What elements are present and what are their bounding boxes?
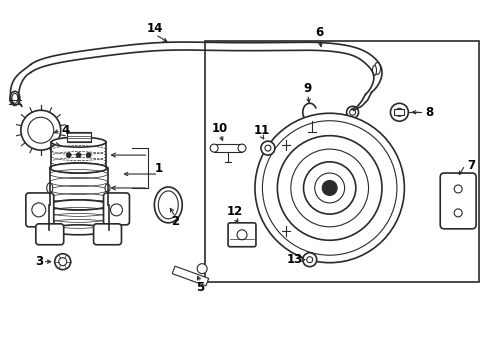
FancyBboxPatch shape [26, 193, 54, 227]
FancyBboxPatch shape [440, 173, 476, 229]
Circle shape [303, 253, 317, 267]
Ellipse shape [49, 200, 108, 210]
Circle shape [238, 144, 246, 152]
Circle shape [32, 203, 46, 217]
FancyBboxPatch shape [228, 223, 256, 247]
Circle shape [307, 257, 313, 263]
Circle shape [263, 121, 397, 255]
Circle shape [277, 136, 382, 240]
Circle shape [291, 149, 368, 227]
Text: 14: 14 [147, 22, 164, 35]
Ellipse shape [158, 191, 178, 219]
Text: 4: 4 [62, 124, 70, 137]
Circle shape [322, 180, 337, 195]
Circle shape [265, 145, 271, 151]
Text: 7: 7 [467, 158, 475, 172]
Circle shape [59, 258, 67, 266]
Circle shape [76, 153, 81, 158]
Bar [214, 144, 242, 152]
Text: 11: 11 [254, 124, 270, 137]
FancyBboxPatch shape [103, 193, 129, 225]
Ellipse shape [51, 137, 106, 147]
Text: 5: 5 [196, 281, 204, 294]
Ellipse shape [12, 93, 18, 103]
Ellipse shape [154, 187, 182, 223]
Circle shape [454, 209, 462, 217]
Ellipse shape [10, 91, 20, 105]
Circle shape [395, 108, 403, 116]
Ellipse shape [105, 184, 110, 192]
Circle shape [349, 109, 356, 115]
Ellipse shape [50, 200, 107, 210]
Bar [394, 109, 404, 115]
Circle shape [21, 110, 61, 150]
Text: 3: 3 [35, 255, 43, 268]
Circle shape [261, 141, 275, 155]
Circle shape [315, 173, 344, 203]
Circle shape [346, 106, 359, 118]
Text: 2: 2 [171, 215, 179, 228]
Text: 1: 1 [154, 162, 162, 175]
Text: 10: 10 [212, 122, 228, 135]
Ellipse shape [374, 62, 380, 75]
Circle shape [55, 254, 71, 270]
Bar [67, 132, 91, 142]
FancyBboxPatch shape [36, 224, 64, 245]
Ellipse shape [47, 183, 53, 193]
Circle shape [86, 153, 91, 158]
Circle shape [210, 144, 218, 152]
Circle shape [66, 153, 71, 158]
Text: 12: 12 [227, 205, 243, 219]
Ellipse shape [49, 225, 108, 235]
Circle shape [111, 204, 122, 216]
Ellipse shape [372, 66, 376, 75]
Circle shape [255, 113, 404, 263]
Ellipse shape [50, 163, 107, 173]
Bar [205, 41, 479, 282]
Circle shape [391, 103, 408, 121]
Circle shape [237, 230, 247, 240]
Circle shape [197, 264, 207, 274]
Circle shape [303, 162, 356, 214]
Text: 9: 9 [304, 82, 312, 95]
Circle shape [28, 117, 54, 143]
Circle shape [454, 185, 462, 193]
FancyBboxPatch shape [94, 224, 122, 245]
Ellipse shape [51, 163, 106, 173]
Text: 13: 13 [287, 253, 303, 266]
Bar [172, 266, 209, 286]
Text: 6: 6 [316, 26, 324, 39]
Text: 8: 8 [425, 106, 434, 119]
